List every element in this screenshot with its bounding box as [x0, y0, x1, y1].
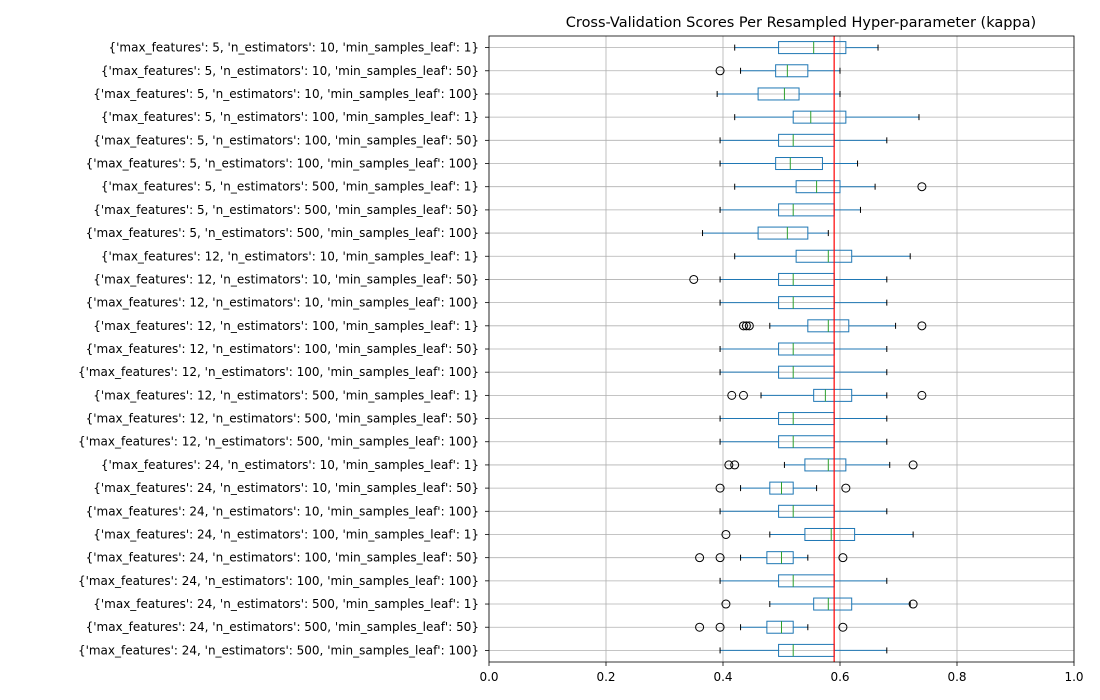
- y-tick-label: {'max_features': 12, 'n_estimators': 500…: [78, 435, 479, 449]
- y-tick-label: {'max_features': 12, 'n_estimators': 100…: [86, 342, 479, 356]
- box-iqr: [766, 551, 794, 565]
- y-tick-label: {'max_features': 12, 'n_estimators': 10,…: [93, 272, 479, 286]
- x-tick-label: 0.4: [713, 670, 732, 684]
- box-group: [734, 41, 879, 55]
- box-group: [695, 620, 848, 634]
- flier-point: [917, 321, 927, 331]
- chart-title: Cross-Validation Scores Per Resampled Hy…: [566, 15, 1036, 31]
- box-iqr: [778, 41, 847, 55]
- flier-point: [917, 390, 927, 400]
- box-group: [727, 388, 927, 402]
- box-iqr: [804, 458, 847, 472]
- y-tick-label: {'max_features': 5, 'n_estimators': 500,…: [101, 180, 479, 194]
- y-tick-label: {'max_features': 5, 'n_estimators': 500,…: [93, 203, 479, 217]
- flier-point: [917, 182, 927, 192]
- y-tick-label: {'max_features': 24, 'n_estimators': 100…: [93, 527, 479, 541]
- box-iqr: [766, 620, 794, 634]
- y-tick-label: {'max_features': 12, 'n_estimators': 500…: [93, 388, 479, 402]
- y-tick-label: {'max_features': 5, 'n_estimators': 10, …: [108, 41, 479, 55]
- y-tick-label: {'max_features': 5, 'n_estimators': 100,…: [93, 133, 479, 147]
- flier-point: [715, 66, 725, 76]
- flier-point: [908, 599, 918, 609]
- y-tick-label: {'max_features': 24, 'n_estimators': 10,…: [86, 504, 479, 518]
- flier-point: [744, 321, 754, 331]
- y-tick-label: {'max_features': 5, 'n_estimators': 100,…: [86, 157, 479, 171]
- flier-point: [689, 274, 699, 284]
- y-tick-label: {'max_features': 24, 'n_estimators': 100…: [86, 551, 479, 565]
- x-tick-label: 0.0: [479, 670, 498, 684]
- box-iqr: [813, 597, 853, 611]
- flier-point: [695, 622, 705, 632]
- box-group: [719, 133, 888, 147]
- box-group: [695, 551, 848, 565]
- box-group: [719, 504, 888, 518]
- y-tick-label: {'max_features': 24, 'n_estimators': 500…: [93, 597, 479, 611]
- flier-point: [721, 529, 731, 539]
- y-tick-label: {'max_features': 5, 'n_estimators': 10, …: [101, 64, 479, 78]
- plot-frame: [488, 35, 1075, 663]
- box-group: [734, 180, 927, 194]
- y-tick-label: {'max_features': 24, 'n_estimators': 100…: [78, 574, 479, 588]
- y-tick-label: {'max_features': 12, 'n_estimators': 100…: [78, 365, 479, 379]
- box-group: [702, 226, 829, 240]
- box-group: [734, 110, 920, 124]
- box-group: [719, 342, 888, 356]
- y-tick-label: {'max_features': 12, 'n_estimators': 10,…: [101, 249, 479, 263]
- box-iqr: [757, 87, 800, 101]
- flier-point: [738, 390, 748, 400]
- flier-point: [841, 483, 851, 493]
- y-tick-label: {'max_features': 12, 'n_estimators': 100…: [93, 319, 479, 333]
- box-iqr: [775, 64, 809, 78]
- y-tick-label: {'max_features': 24, 'n_estimators': 10,…: [93, 481, 479, 495]
- flier-point: [721, 599, 731, 609]
- box-group: [716, 87, 841, 101]
- flier-point: [715, 483, 725, 493]
- y-tick-label: {'max_features': 5, 'n_estimators': 100,…: [101, 110, 479, 124]
- box-group: [724, 458, 918, 472]
- flier-point: [838, 622, 848, 632]
- flier-point: [727, 390, 737, 400]
- flier-point: [695, 553, 705, 563]
- box-layer: [689, 41, 927, 657]
- box-iqr: [757, 226, 809, 240]
- box-group: [721, 527, 914, 541]
- box-group: [719, 574, 888, 588]
- box-iqr: [792, 110, 847, 124]
- x-tick-label: 1.0: [1064, 670, 1083, 684]
- box-iqr: [775, 157, 823, 171]
- flier-point: [730, 460, 740, 470]
- flier-point: [741, 321, 751, 331]
- flier-point: [724, 460, 734, 470]
- y-tick-label: {'max_features': 24, 'n_estimators': 10,…: [101, 458, 479, 472]
- box-group: [719, 296, 888, 310]
- box-group: [738, 319, 927, 333]
- y-tick-label: {'max_features': 12, 'n_estimators': 10,…: [86, 296, 479, 310]
- axis-layer: 0.0 0.2 0.4 0.6 0.8 1.0 {'max_features': 5, 'n…: [78, 35, 1084, 684]
- x-tick-label: 0.2: [596, 670, 615, 684]
- box-group: [719, 157, 859, 171]
- flier-point: [908, 460, 918, 470]
- flier-point: [715, 622, 725, 632]
- y-tick-label: {'max_features': 5, 'n_estimators': 500,…: [86, 226, 479, 240]
- box-iqr: [804, 527, 856, 541]
- x-tick-label: 0.8: [947, 670, 966, 684]
- box-group: [715, 64, 841, 78]
- y-tick-label: {'max_features': 24, 'n_estimators': 500…: [78, 643, 479, 657]
- y-tick-label: {'max_features': 5, 'n_estimators': 10, …: [93, 87, 479, 101]
- box-group: [721, 597, 918, 611]
- flier-point: [738, 321, 748, 331]
- box-group: [734, 249, 911, 263]
- box-iqr: [813, 388, 853, 402]
- flier-point: [715, 553, 725, 563]
- y-tick-label: {'max_features': 24, 'n_estimators': 500…: [86, 620, 479, 634]
- box-iqr: [795, 180, 841, 194]
- flier-point: [838, 553, 848, 563]
- y-tick-label: {'max_features': 12, 'n_estimators': 500…: [86, 412, 479, 426]
- box-group: [715, 481, 851, 495]
- box-iqr: [795, 249, 853, 263]
- x-tick-label: 0.6: [830, 670, 849, 684]
